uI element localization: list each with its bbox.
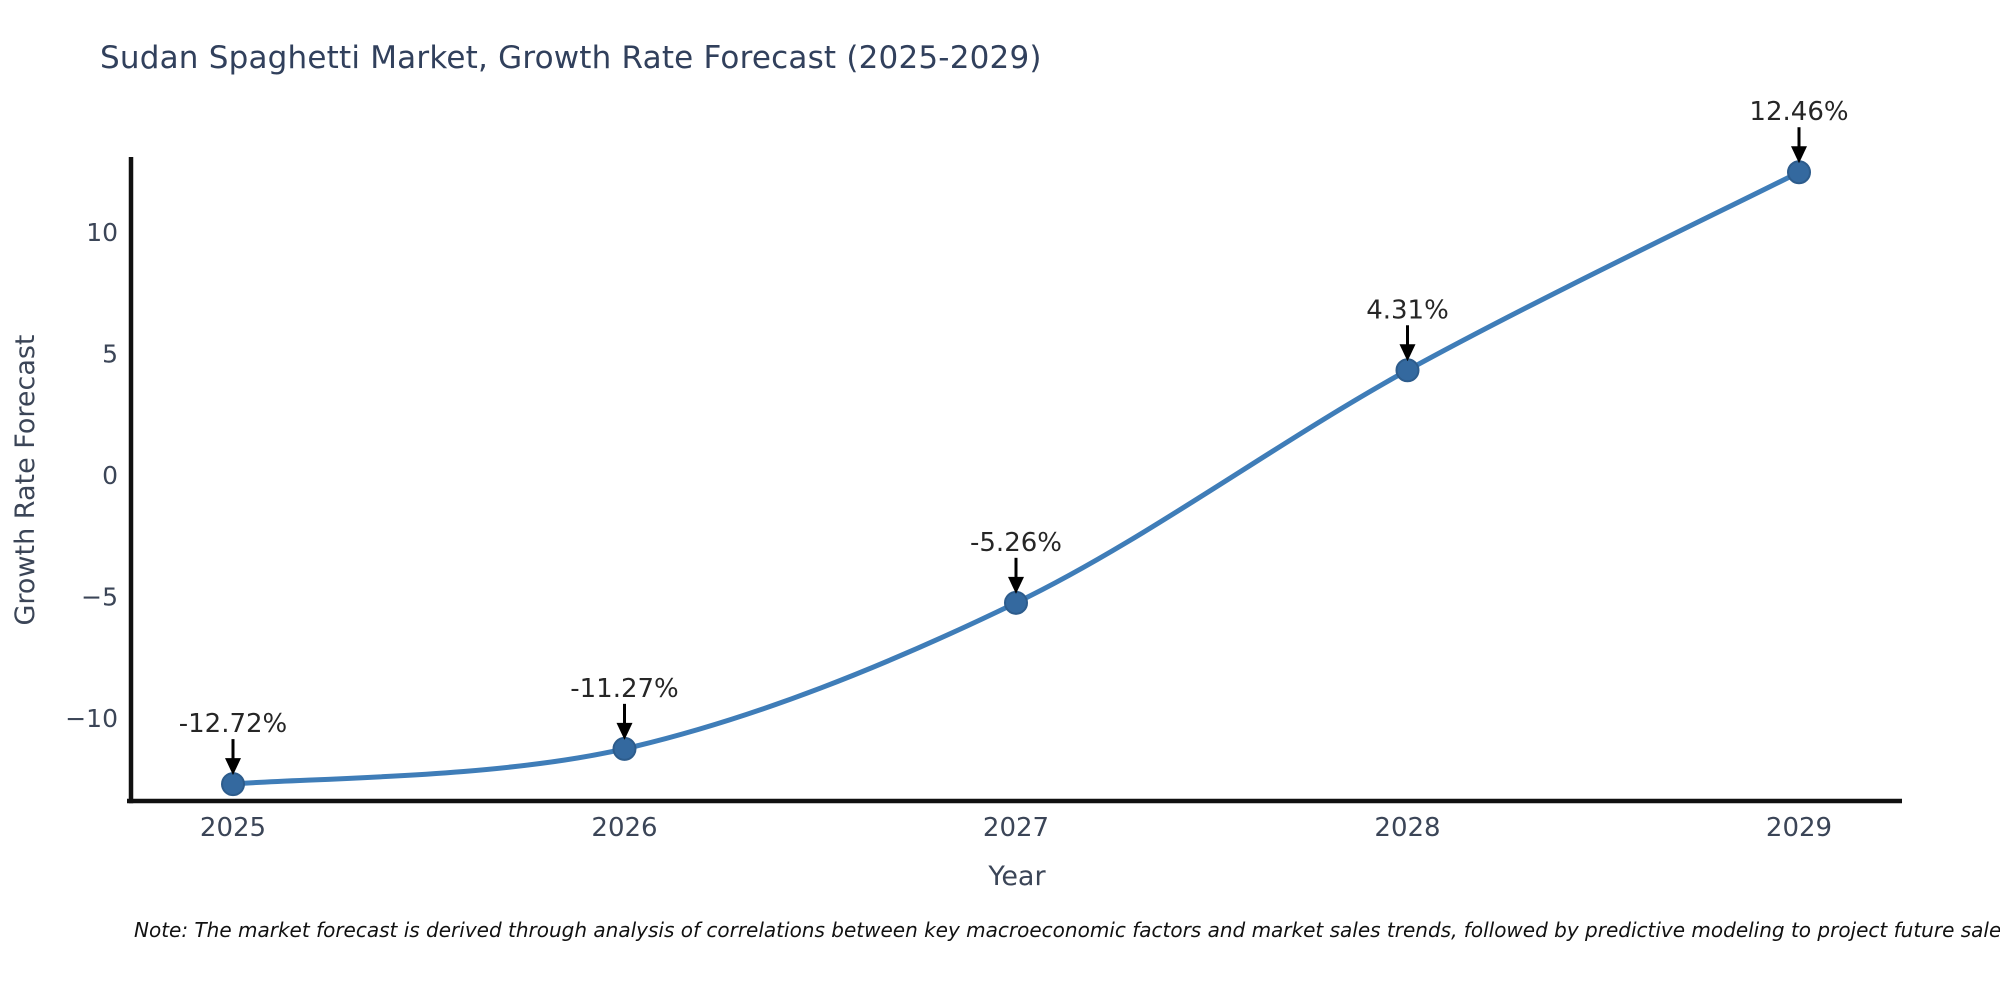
data-point-label: -5.26% (970, 528, 1062, 558)
y-tick-label: 5 (102, 340, 118, 369)
y-tick-label: −10 (65, 704, 118, 733)
x-tick-label: 2026 (591, 813, 657, 843)
y-tick-label: 0 (102, 461, 118, 490)
x-tick-label: 2028 (1374, 813, 1440, 843)
annotation-arrowhead-icon (1791, 146, 1807, 164)
y-axis-spine (128, 157, 134, 804)
annotation-arrowhead-icon (1399, 344, 1416, 362)
annotation-arrowhead-icon (616, 722, 633, 740)
data-point-marker (1395, 358, 1420, 383)
data-point-label: -11.27% (570, 674, 679, 704)
data-point-label: 12.46% (1749, 97, 1848, 127)
x-axis-title: Year (987, 861, 1046, 892)
data-point-marker (221, 772, 245, 797)
data-point-marker (612, 736, 637, 761)
data-point-marker (1004, 590, 1028, 615)
x-tick-label: 2025 (200, 813, 266, 843)
y-tick-label: 10 (86, 218, 118, 247)
annotation-arrowhead-icon (1008, 576, 1024, 594)
chart-footnote: Note: The market forecast is derived thr… (134, 918, 2000, 942)
x-tick-label: 2027 (983, 813, 1049, 843)
data-point-label: -12.72% (179, 709, 288, 739)
x-tick-label: 2029 (1766, 813, 1832, 843)
data-point-marker (1787, 160, 1811, 185)
y-axis-title: Growth Rate Forecast (10, 334, 41, 625)
y-tick-label: −5 (81, 583, 118, 612)
chart-title: Sudan Spaghetti Market, Growth Rate Fore… (100, 40, 1042, 76)
annotation-arrowhead-icon (225, 758, 241, 776)
data-point-label: 4.31% (1366, 295, 1449, 325)
forecast-line (230, 169, 1802, 787)
x-axis-spine (127, 798, 1902, 804)
